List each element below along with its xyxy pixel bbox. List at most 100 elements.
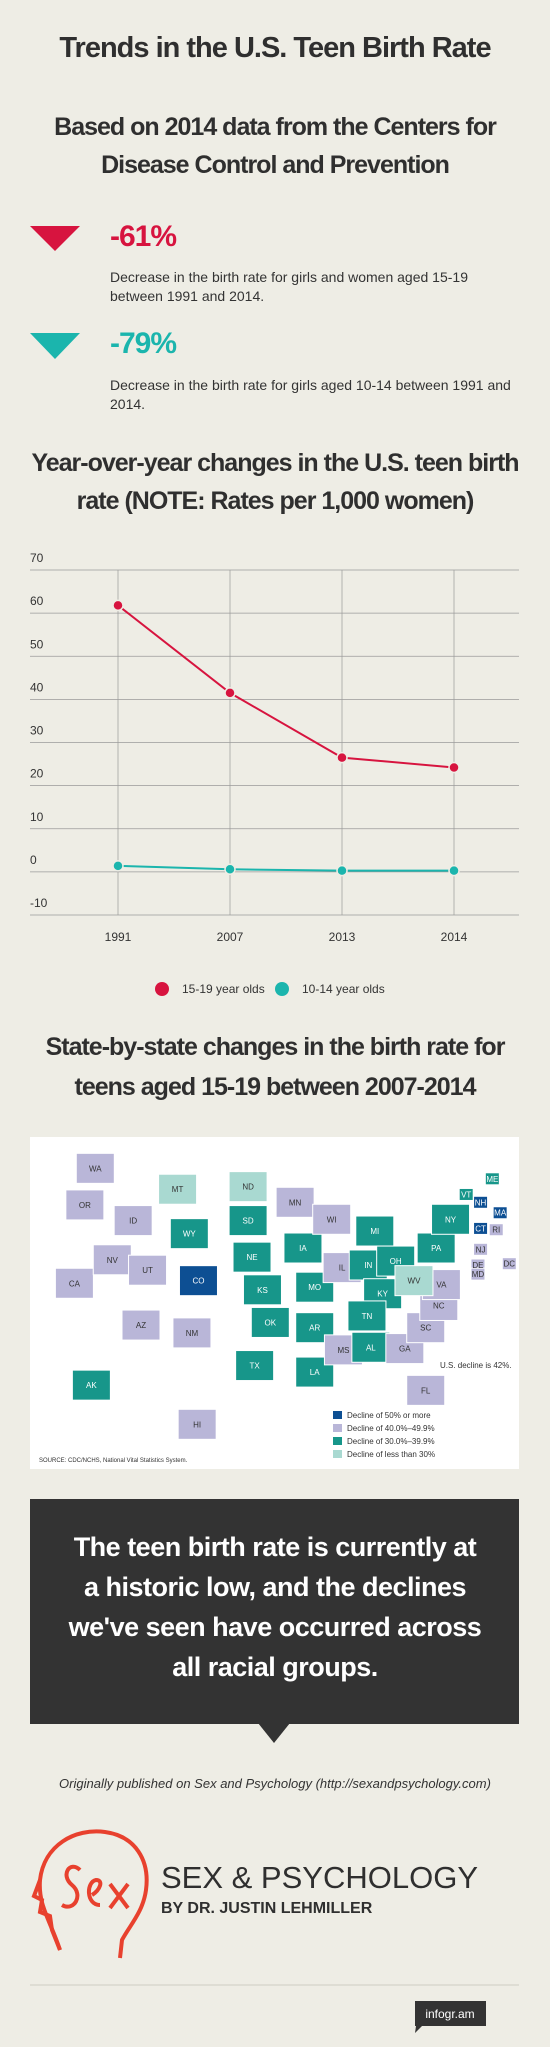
y-tick-label: 10: [30, 810, 44, 824]
badge-text: infogr.am: [425, 2007, 474, 2021]
state-label: NJ: [476, 1245, 486, 1254]
state-label: MD: [472, 1270, 485, 1279]
state-label: MT: [172, 1185, 184, 1194]
state: [406, 1374, 446, 1406]
data-point: [336, 864, 348, 877]
state: [431, 1203, 471, 1235]
state-label: NE: [246, 1253, 257, 1262]
state-label: UT: [142, 1266, 153, 1275]
data-point: [448, 864, 460, 877]
legend-label: 15-19 year olds: [182, 982, 265, 996]
state: [71, 1369, 111, 1401]
state-label: AZ: [136, 1321, 146, 1330]
state-label: SD: [243, 1217, 254, 1226]
down-triangle: [30, 333, 80, 359]
state: [488, 1223, 504, 1237]
data-point: [224, 863, 236, 876]
state-label: SC: [420, 1324, 431, 1333]
state-label: ME: [486, 1175, 498, 1184]
state: [275, 1186, 315, 1218]
y-tick-label: -10: [30, 896, 48, 910]
data-point: [448, 761, 460, 774]
state-label: ID: [129, 1217, 137, 1226]
state-label: IL: [339, 1264, 346, 1273]
title: Trends in the U.S. Teen Birth Rate: [59, 32, 491, 64]
state-label: CA: [69, 1279, 81, 1288]
state-label: RI: [492, 1226, 500, 1235]
callout-box: [30, 1499, 519, 1724]
state-label: KS: [257, 1286, 268, 1295]
credit: Originally published on Sex and Psycholo…: [59, 1776, 491, 1791]
legend-marker: [155, 982, 169, 996]
state: [250, 1306, 290, 1338]
callout-pointer: [258, 1723, 290, 1743]
subtitle: Based on 2014 data from the Centers for …: [54, 113, 497, 179]
state-label: OK: [265, 1318, 277, 1327]
data-point: [336, 751, 348, 764]
legend-label: Decline of 50% or more: [347, 1411, 431, 1420]
state-label: AL: [366, 1343, 376, 1352]
state-label: OH: [390, 1257, 402, 1266]
chart-title: Year-over-year changes in the U.S. teen …: [31, 449, 519, 515]
legend-marker: [275, 982, 289, 996]
legend-label: Decline of 30.0%–39.9%: [347, 1437, 435, 1446]
state-label: LA: [310, 1368, 320, 1377]
y-tick-label: 50: [30, 637, 44, 651]
y-tick-label: 0: [30, 853, 37, 867]
state: [473, 1195, 489, 1209]
state: [484, 1172, 500, 1186]
state-label: VA: [436, 1281, 447, 1290]
legend-swatch: [333, 1411, 342, 1419]
state-label: WY: [183, 1230, 197, 1239]
legend-label: 10-14 year olds: [302, 982, 385, 996]
state-label: HI: [193, 1420, 201, 1429]
state-label: AR: [309, 1324, 320, 1333]
data-point: [112, 860, 124, 872]
state: [54, 1267, 94, 1299]
state-label: TN: [362, 1312, 373, 1321]
legend-swatch: [333, 1424, 342, 1432]
series-line: [117, 604, 455, 769]
state: [169, 1218, 209, 1250]
state-label: WI: [327, 1215, 337, 1224]
state-label: DC: [504, 1260, 516, 1269]
state: [113, 1205, 153, 1237]
state-label: WV: [408, 1277, 422, 1286]
y-tick-label: 20: [30, 767, 44, 781]
down-triangle: [30, 226, 80, 251]
state: [75, 1152, 115, 1184]
state-label: NY: [445, 1215, 457, 1224]
state-label: MS: [337, 1346, 349, 1355]
state: [312, 1203, 352, 1235]
map-source: SOURCE: CDC/NCHS, National Vital Statist…: [39, 1458, 188, 1464]
state: [228, 1205, 268, 1237]
y-tick-label: 70: [30, 551, 44, 565]
state-label: MN: [289, 1198, 302, 1207]
state-label: GA: [399, 1345, 411, 1354]
state: [283, 1232, 323, 1264]
state-label: VT: [461, 1190, 471, 1199]
state: [347, 1300, 387, 1332]
state: [351, 1331, 391, 1363]
state-label: CT: [475, 1224, 486, 1233]
state-label: MO: [308, 1283, 321, 1292]
state-label: OR: [79, 1201, 91, 1210]
state-label: ND: [242, 1183, 254, 1192]
stat-value: -79%: [110, 327, 177, 360]
y-tick-label: 40: [30, 680, 44, 694]
stat-value: -61%: [110, 220, 177, 253]
state: [394, 1265, 434, 1297]
x-tick-label: 2014: [441, 930, 468, 944]
state: [501, 1257, 517, 1271]
state: [92, 1244, 132, 1276]
map: WA OR CA ID NV UT AZ MT WY CO NM ND SD NE KS OK TX MN IA MO…: [39, 1152, 517, 1464]
x-tick-label: 2007: [217, 930, 244, 944]
state: [470, 1267, 486, 1281]
y-tick-label: 60: [30, 594, 44, 608]
state-label: KY: [377, 1290, 388, 1299]
state: [473, 1242, 489, 1256]
data-point: [224, 687, 236, 699]
state-label: WA: [89, 1164, 102, 1173]
legend-swatch: [333, 1450, 342, 1458]
